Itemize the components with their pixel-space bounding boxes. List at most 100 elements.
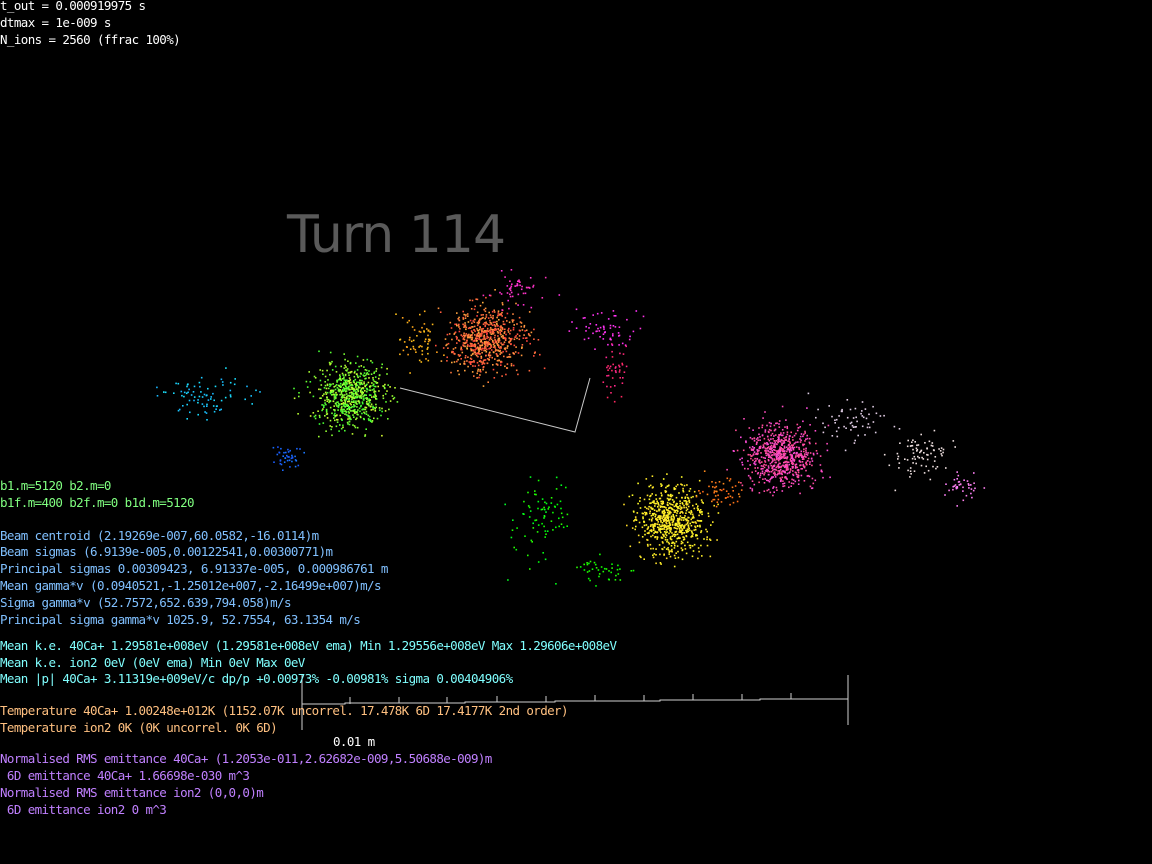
ion-particle bbox=[345, 390, 348, 392]
ion-particle bbox=[663, 509, 665, 512]
ion-particle bbox=[356, 392, 358, 394]
ion-particle bbox=[809, 452, 812, 454]
ion-particle bbox=[364, 390, 366, 392]
ion-particle bbox=[343, 399, 346, 401]
ion-particle bbox=[474, 349, 476, 351]
ion-particle bbox=[472, 332, 474, 334]
ion-particle bbox=[492, 343, 495, 346]
ion-particle bbox=[373, 407, 376, 409]
ion-particle bbox=[656, 500, 658, 503]
ion-particle bbox=[699, 525, 701, 528]
ion-particle bbox=[939, 450, 942, 452]
ion-particle bbox=[502, 343, 505, 345]
ion-particle bbox=[841, 408, 843, 411]
ion-particle bbox=[425, 358, 427, 360]
ion-particle bbox=[807, 452, 809, 454]
ion-particle bbox=[796, 466, 799, 469]
ion-particle bbox=[369, 399, 372, 401]
ion-particle bbox=[653, 509, 656, 511]
ion-particle bbox=[206, 403, 208, 406]
ion-particle bbox=[779, 457, 781, 460]
ion-particle bbox=[762, 456, 765, 459]
ion-particle bbox=[661, 537, 664, 539]
ion-particle bbox=[331, 412, 333, 415]
ion-particle bbox=[800, 433, 803, 435]
ion-particle bbox=[522, 337, 525, 339]
ion-particle bbox=[673, 542, 676, 545]
ion-particle bbox=[671, 532, 673, 534]
ion-particle bbox=[665, 529, 668, 531]
ion-particle bbox=[666, 497, 669, 500]
ion-particle bbox=[770, 470, 773, 473]
ion-particle bbox=[765, 452, 768, 454]
ion-particle bbox=[676, 525, 679, 528]
ion-particle bbox=[544, 276, 547, 279]
ion-particle bbox=[331, 434, 333, 437]
ion-particle bbox=[290, 457, 293, 460]
ion-particle bbox=[348, 381, 350, 383]
ion-particle bbox=[283, 461, 286, 463]
ion-particle bbox=[259, 391, 261, 393]
ion-particle bbox=[781, 444, 783, 446]
ion-particle bbox=[347, 387, 349, 390]
ion-particle bbox=[346, 404, 348, 407]
ion-particle bbox=[612, 325, 615, 327]
ion-particle bbox=[778, 462, 780, 465]
ion-particle bbox=[334, 419, 336, 422]
ion-particle bbox=[510, 291, 513, 294]
ion-particle bbox=[373, 390, 376, 392]
ion-particle bbox=[753, 483, 756, 486]
ion-particle bbox=[783, 445, 786, 448]
ion-particle bbox=[797, 427, 800, 429]
ion-particle bbox=[533, 338, 535, 340]
ion-particle bbox=[777, 449, 780, 452]
ion-particle bbox=[339, 389, 341, 391]
ion-particle bbox=[782, 453, 785, 455]
ion-particle bbox=[783, 466, 786, 469]
ion-particle bbox=[797, 455, 799, 457]
ion-particle bbox=[801, 468, 803, 470]
ion-particle bbox=[768, 456, 770, 458]
ion-particle bbox=[671, 523, 674, 526]
ion-particle bbox=[454, 331, 457, 333]
ion-particle bbox=[488, 342, 490, 344]
ion-particle bbox=[496, 330, 499, 333]
ion-particle bbox=[494, 350, 497, 352]
ion-particle bbox=[713, 504, 715, 507]
ion-particle bbox=[339, 403, 341, 406]
ion-particle bbox=[278, 451, 280, 454]
ion-particle bbox=[778, 438, 780, 441]
ion-particle bbox=[506, 347, 509, 349]
ion-particle bbox=[896, 452, 899, 455]
ion-particle bbox=[381, 434, 383, 437]
ion-particle bbox=[343, 376, 345, 378]
ion-particle bbox=[794, 464, 797, 466]
ion-particle bbox=[496, 353, 498, 356]
ion-particle bbox=[661, 500, 663, 503]
ion-particle bbox=[332, 390, 335, 393]
beam-sigmas: Beam sigmas (6.9139e-005,0.00122541,0.00… bbox=[0, 544, 333, 559]
ion-particle bbox=[798, 479, 800, 482]
ion-particle bbox=[820, 469, 823, 472]
ion-particle bbox=[788, 463, 790, 466]
ion-particle bbox=[355, 388, 358, 390]
ion-particle bbox=[492, 346, 495, 348]
ion-particle bbox=[329, 391, 332, 394]
ion-particle bbox=[658, 515, 661, 517]
ion-particle bbox=[203, 405, 205, 408]
ion-particle bbox=[486, 337, 488, 340]
ion-particle bbox=[805, 453, 808, 455]
ion-particle bbox=[637, 482, 639, 485]
ion-particle bbox=[485, 340, 488, 343]
ion-particle bbox=[489, 294, 492, 297]
ion-particle bbox=[682, 539, 685, 541]
ion-particle bbox=[250, 395, 252, 397]
ion-particle bbox=[775, 466, 778, 469]
ion-particle bbox=[633, 520, 635, 522]
ion-particle bbox=[349, 406, 351, 409]
ion-particle bbox=[509, 339, 512, 342]
ion-particle bbox=[668, 553, 670, 555]
ion-particle bbox=[500, 342, 502, 344]
ion-particle bbox=[372, 377, 374, 379]
